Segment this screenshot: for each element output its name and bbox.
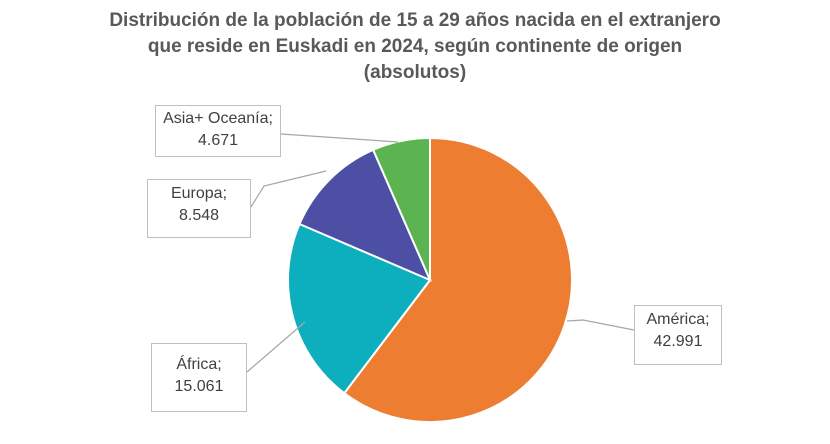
data-label-america: América; 42.991 bbox=[634, 305, 722, 365]
label-name: América; bbox=[646, 311, 710, 328]
leader-line-africa bbox=[246, 321, 306, 373]
data-label-africa: África; 15.061 bbox=[151, 343, 247, 412]
label-name: África; bbox=[176, 356, 222, 373]
pie-slice-am-rica bbox=[342, 136, 573, 423]
label-value: 4.671 bbox=[197, 132, 239, 149]
title-line-2: que reside en Euskadi en 2024, según con… bbox=[147, 36, 683, 57]
pie-slice--frica bbox=[287, 222, 432, 395]
data-label-asia-oceania: Asia+ Oceanía; 4.671 bbox=[155, 105, 281, 157]
leader-line-america bbox=[566, 319, 635, 331]
label-value: 15.061 bbox=[174, 378, 224, 395]
label-value: 42.991 bbox=[653, 333, 703, 350]
leader-line-europa bbox=[250, 170, 327, 208]
leader-line-asia bbox=[280, 133, 399, 143]
chart-title: Distribución de la población de 15 a 29 … bbox=[0, 8, 830, 86]
label-value: 8.548 bbox=[178, 207, 220, 224]
title-line-1: Distribución de la población de 15 a 29 … bbox=[109, 10, 721, 31]
data-label-europa: Europa; 8.548 bbox=[147, 179, 251, 238]
pie-slice-asia-ocean-a bbox=[371, 136, 431, 281]
label-name: Europa; bbox=[170, 185, 228, 202]
pie-slice-europa bbox=[298, 148, 432, 282]
title-line-3: (absolutos) bbox=[363, 62, 467, 83]
label-name: Asia+ Oceanía; bbox=[163, 110, 273, 127]
